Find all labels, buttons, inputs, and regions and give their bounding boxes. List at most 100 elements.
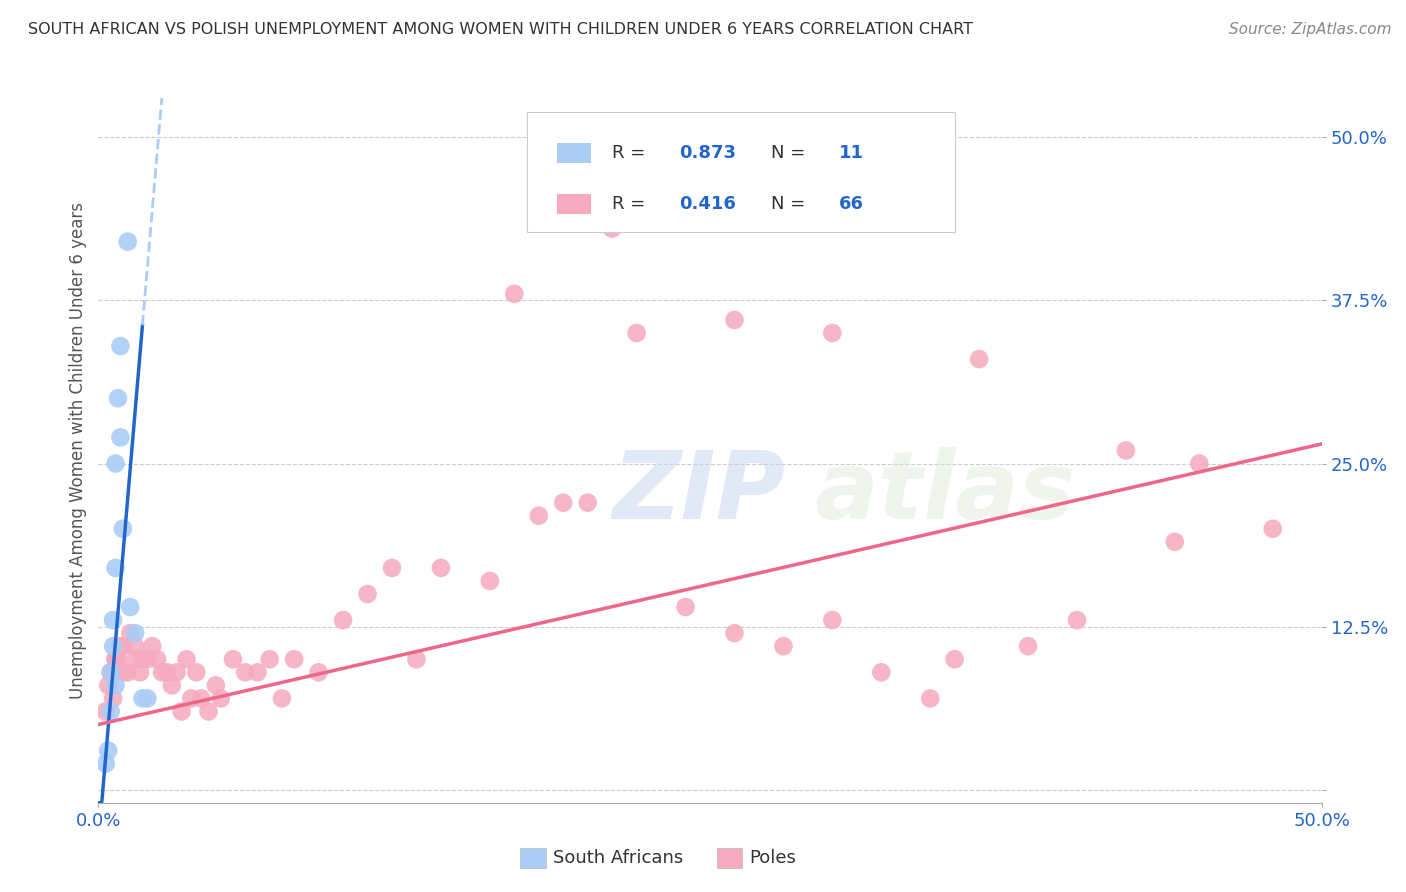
Point — [101, 613, 124, 627]
Point — [124, 652, 146, 666]
Point — [176, 652, 198, 666]
Point — [190, 691, 212, 706]
Point — [104, 652, 127, 666]
Point — [205, 678, 228, 692]
Point — [111, 665, 134, 680]
Point — [233, 665, 256, 680]
Point — [166, 665, 188, 680]
Point — [1066, 613, 1088, 627]
Point — [405, 652, 427, 666]
Point — [110, 430, 132, 444]
Point — [146, 652, 169, 666]
Point — [186, 665, 208, 680]
Point — [723, 626, 745, 640]
Point — [101, 639, 124, 653]
Point — [129, 665, 152, 680]
Point — [576, 496, 599, 510]
Point — [97, 743, 120, 757]
Point — [920, 691, 942, 706]
Point — [180, 691, 202, 706]
Point — [101, 691, 124, 706]
Point — [626, 326, 648, 340]
Point — [283, 652, 305, 666]
Text: ZIP: ZIP — [612, 447, 785, 539]
Text: 11: 11 — [838, 145, 863, 162]
Point — [97, 678, 120, 692]
Point — [1115, 443, 1137, 458]
Point — [259, 652, 281, 666]
Point — [107, 652, 129, 666]
Text: South Africans: South Africans — [553, 849, 683, 867]
Y-axis label: Unemployment Among Women with Children Under 6 years: Unemployment Among Women with Children U… — [69, 202, 87, 699]
Point — [110, 339, 132, 353]
Point — [104, 678, 127, 692]
Point — [270, 691, 294, 706]
FancyBboxPatch shape — [557, 194, 592, 214]
Point — [356, 587, 378, 601]
Point — [111, 522, 134, 536]
Point — [723, 313, 745, 327]
Text: 0.873: 0.873 — [679, 145, 737, 162]
Text: SOUTH AFRICAN VS POLISH UNEMPLOYMENT AMONG WOMEN WITH CHILDREN UNDER 6 YEARS COR: SOUTH AFRICAN VS POLISH UNEMPLOYMENT AMO… — [28, 22, 973, 37]
Point — [381, 561, 404, 575]
Point — [124, 626, 146, 640]
Point — [141, 639, 163, 653]
Point — [117, 665, 139, 680]
Point — [197, 705, 219, 719]
Point — [131, 691, 153, 706]
Text: N =: N = — [772, 145, 811, 162]
Point — [1261, 522, 1284, 536]
Point — [527, 508, 550, 523]
Point — [772, 639, 794, 653]
Point — [430, 561, 453, 575]
Point — [100, 665, 122, 680]
Point — [120, 600, 142, 615]
FancyBboxPatch shape — [557, 144, 592, 163]
Point — [110, 639, 132, 653]
FancyBboxPatch shape — [526, 112, 955, 232]
Point — [675, 600, 697, 615]
Point — [1188, 457, 1211, 471]
Point — [943, 652, 966, 666]
Point — [156, 665, 179, 680]
Point — [131, 652, 153, 666]
Text: N =: N = — [772, 194, 811, 213]
Text: 0.416: 0.416 — [679, 194, 737, 213]
Point — [478, 574, 501, 588]
Point — [117, 235, 139, 249]
Point — [100, 665, 122, 680]
Point — [170, 705, 193, 719]
Point — [209, 691, 232, 706]
Point — [600, 221, 623, 235]
Point — [104, 652, 127, 666]
Point — [111, 639, 134, 653]
Point — [120, 626, 142, 640]
Point — [246, 665, 269, 680]
Point — [150, 665, 173, 680]
Text: atlas: atlas — [814, 447, 1076, 539]
Text: Poles: Poles — [749, 849, 796, 867]
Text: Source: ZipAtlas.com: Source: ZipAtlas.com — [1229, 22, 1392, 37]
Point — [107, 391, 129, 405]
Point — [308, 665, 330, 680]
Point — [136, 652, 159, 666]
Point — [503, 286, 526, 301]
Point — [821, 613, 844, 627]
Text: R =: R = — [612, 145, 651, 162]
Point — [136, 691, 159, 706]
Point — [104, 457, 127, 471]
Point — [870, 665, 893, 680]
Point — [94, 756, 117, 771]
Point — [94, 705, 117, 719]
Point — [100, 705, 122, 719]
Point — [821, 326, 844, 340]
Text: R =: R = — [612, 194, 651, 213]
Point — [104, 561, 127, 575]
Point — [160, 678, 183, 692]
Point — [1164, 534, 1187, 549]
Point — [222, 652, 245, 666]
Point — [332, 613, 354, 627]
Text: 66: 66 — [838, 194, 863, 213]
Point — [1017, 639, 1039, 653]
Point — [553, 496, 575, 510]
